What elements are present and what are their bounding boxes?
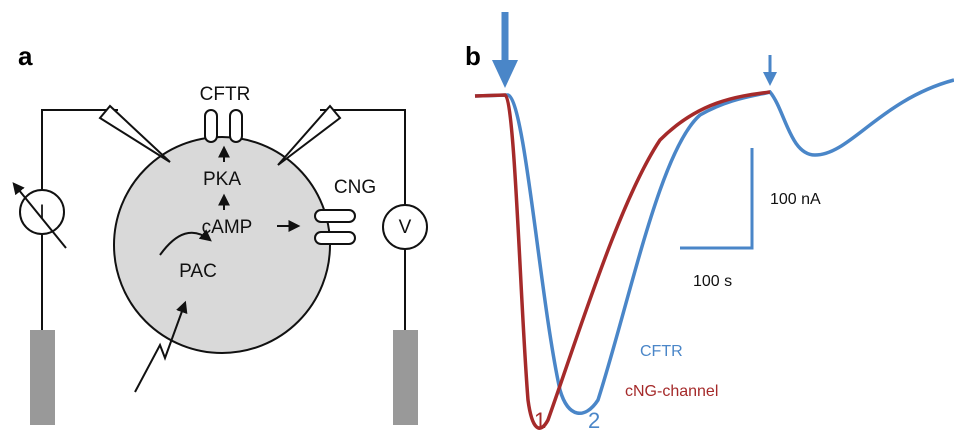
cftr-channel — [230, 110, 242, 142]
cng-channel — [315, 210, 355, 222]
left-pipette — [100, 106, 170, 162]
right-electrode — [393, 330, 418, 425]
scale-time: 100 s — [693, 273, 732, 290]
legend-cng: cNG-channel — [625, 383, 718, 400]
figure: a I V CFTR PKA cAMP PAC CNG b — [0, 0, 954, 433]
ammeter-label: I — [39, 202, 44, 223]
peak-label: 2 — [588, 408, 600, 433]
stimulus-arrow-head — [763, 72, 777, 86]
voltmeter-label: V — [399, 217, 412, 238]
cftr-label: CFTR — [200, 84, 251, 105]
pka-label: PKA — [203, 169, 241, 190]
pac-label: PAC — [179, 261, 217, 282]
peak-label: 1 — [534, 408, 546, 433]
panel-label: b — [465, 41, 481, 71]
cng-trace — [475, 92, 770, 428]
panel-label: a — [18, 41, 33, 71]
scale-current: 100 nA — [770, 191, 821, 208]
scale-bar — [680, 148, 752, 248]
camp-label: cAMP — [202, 217, 253, 238]
right-pipette — [278, 106, 340, 165]
stimulus-arrow-head — [492, 60, 518, 88]
panel-a: a I V CFTR PKA cAMP PAC CNG — [14, 41, 427, 425]
cng-channel — [315, 232, 355, 244]
cftr-channel — [205, 110, 217, 142]
left-electrode — [30, 330, 55, 425]
panel-b: b 100 nA 100 s CFTR cNG-channel 1 2 — [465, 12, 954, 433]
cng-label: CNG — [334, 177, 376, 198]
legend-cftr: CFTR — [640, 343, 683, 360]
